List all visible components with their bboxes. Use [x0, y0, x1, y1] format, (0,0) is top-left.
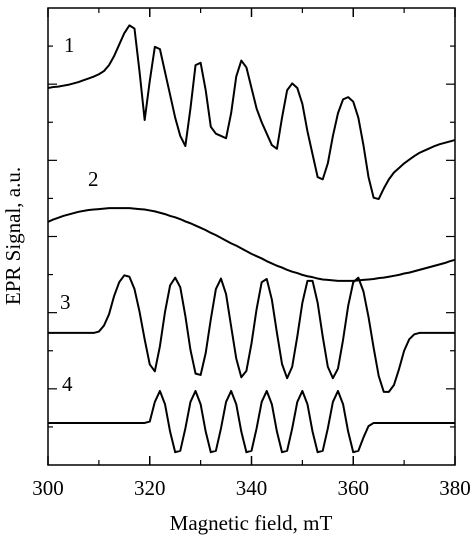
- series-label: 1: [64, 33, 75, 57]
- series-line: [47, 207, 456, 282]
- plot-frame: [47, 7, 456, 466]
- series-label: 4: [62, 372, 73, 396]
- series-label: 3: [60, 290, 71, 314]
- x-tick-label: 360: [338, 476, 370, 500]
- series-line: [47, 24, 456, 201]
- series-line: [48, 274, 455, 393]
- y-axis-label: EPR Signal, a.u.: [1, 167, 25, 305]
- series-label: 2: [88, 167, 99, 191]
- x-tick-label: 340: [236, 476, 268, 500]
- x-tick-label: 300: [32, 476, 64, 500]
- x-axis-label: Magnetic field, mT: [170, 511, 333, 535]
- x-tick-label: 320: [134, 476, 166, 500]
- series-line: [48, 389, 455, 454]
- x-tick-label: 380: [439, 476, 471, 500]
